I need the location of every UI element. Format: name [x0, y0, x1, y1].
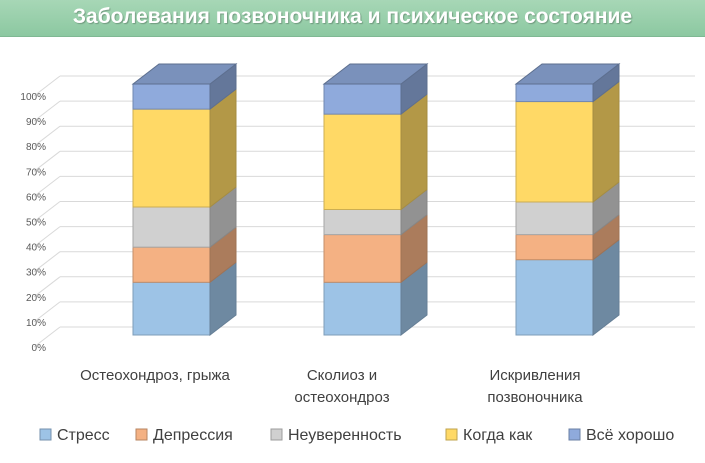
x-category-label: позвоночника	[487, 389, 583, 406]
gridline-depth	[33, 125, 61, 147]
gridline-depth	[33, 201, 61, 222]
gridline-depth	[33, 251, 61, 273]
bar-segment	[132, 83, 211, 110]
legend-label: Неуверенность	[288, 427, 402, 444]
legend-label: Когда как	[463, 427, 533, 444]
y-tick-label: 80%	[26, 142, 46, 153]
legend-swatch	[568, 428, 581, 441]
bar-segment	[323, 209, 402, 236]
bar-segment	[515, 83, 594, 103]
x-category-label: Сколиоз и	[307, 367, 377, 384]
y-tick-label: 50%	[26, 218, 46, 229]
y-tick-label: 60%	[26, 192, 46, 203]
bar-segment-top	[322, 63, 429, 85]
legend-swatch	[39, 428, 52, 441]
bar-segment	[323, 281, 402, 336]
x-category-label: остеохондроз	[294, 389, 389, 406]
y-tick-label: 40%	[26, 243, 46, 254]
x-category-label: Искривления	[489, 367, 580, 384]
bar-segment	[515, 234, 594, 261]
bar-stack: Искривления позвоночника	[487, 62, 621, 406]
bar-segment-top	[131, 63, 238, 85]
legend: Стресс Депрессия Неуверенность Когда как Всё…	[39, 427, 674, 444]
gridline-depth	[33, 326, 61, 348]
y-tick-label: 0%	[32, 343, 47, 354]
y-tick-label: 90%	[26, 117, 46, 128]
bar-segment	[132, 281, 211, 336]
bar-segment	[132, 246, 211, 283]
bar-stack: Остеохондроз, грыжа	[80, 62, 238, 384]
bar-segment	[132, 206, 211, 248]
bar-segment	[515, 201, 594, 236]
bar-segment-top	[514, 63, 621, 85]
chart-title: Заболевания позвоночника и психическое с…	[72, 5, 633, 28]
y-tick-label: 10%	[26, 318, 46, 329]
bar-segment	[515, 259, 594, 336]
bar-segment-side	[592, 80, 620, 203]
legend-label: Всё хорошо	[586, 427, 674, 444]
x-category-label: Остеохондроз, грыжа	[80, 367, 230, 384]
gridline-depth	[33, 150, 61, 172]
bar-segment	[515, 101, 594, 203]
legend-swatch	[135, 428, 148, 441]
legend-label: Депрессия	[153, 427, 233, 444]
bar-segment-side	[209, 88, 237, 209]
bar-segment	[323, 234, 402, 283]
y-tick-label: 70%	[26, 167, 46, 178]
legend-swatch	[270, 428, 283, 441]
bar-segment	[323, 83, 402, 115]
y-tick-label: 30%	[26, 268, 46, 279]
gridline-depth	[33, 75, 61, 97]
bar-segment	[132, 108, 211, 208]
gridline-depth	[33, 176, 61, 197]
legend-swatch	[445, 428, 458, 441]
chart-title-bar: Заболевания позвоночника и психическое с…	[0, 0, 705, 37]
y-tick-label: 20%	[26, 293, 46, 304]
legend-label: Стресс	[57, 427, 110, 444]
gridline-depth	[33, 301, 61, 323]
gridline-depth	[33, 100, 61, 122]
gridline-depth	[33, 276, 61, 298]
gridline-depth	[33, 226, 61, 247]
y-tick-label: 100%	[20, 92, 46, 103]
bar-segment	[323, 113, 402, 210]
bar-stack: Сколиоз и остеохондроз	[294, 62, 429, 406]
